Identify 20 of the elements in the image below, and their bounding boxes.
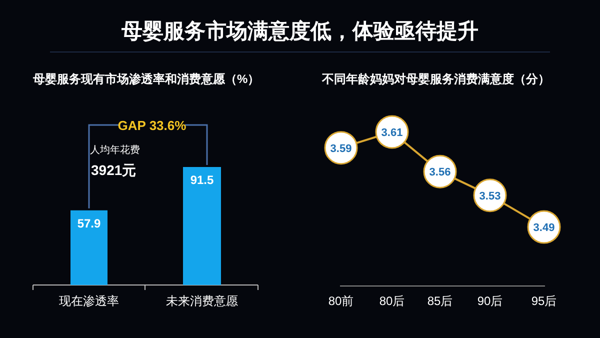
text: GAP 33.6% bbox=[118, 118, 187, 133]
x-tick-label: 90后 bbox=[477, 294, 503, 308]
data-label: 91.5 bbox=[190, 173, 214, 187]
data-label: 3.53 bbox=[479, 190, 501, 202]
annotation: 3921元 bbox=[91, 162, 136, 178]
x-tick-label: 95后 bbox=[531, 294, 557, 308]
data-label: 57.9 bbox=[77, 216, 101, 230]
chart-title: 不同年龄妈妈对母婴服务消费满意度（分） bbox=[321, 72, 550, 86]
data-label: 3.61 bbox=[381, 127, 403, 139]
data-label: 3.59 bbox=[330, 142, 352, 155]
x-tick-label: 未来消费意愿 bbox=[166, 294, 238, 308]
x-tick-label: 现在渗透率 bbox=[59, 294, 119, 308]
text: 人均年花费 bbox=[90, 144, 140, 156]
data-label: 3.56 bbox=[429, 166, 451, 179]
text: 母婴服务市场满意度低，体验亟待提升 bbox=[120, 19, 478, 43]
x-tick-label: 80后 bbox=[379, 294, 405, 308]
chart-subtitle: 母婴服务现有市场渗透率和消费意愿（%） bbox=[32, 72, 260, 86]
data-label: 3.49 bbox=[533, 222, 555, 234]
x-tick-label: 80前 bbox=[328, 294, 354, 308]
x-tick-label: 85后 bbox=[427, 294, 453, 308]
